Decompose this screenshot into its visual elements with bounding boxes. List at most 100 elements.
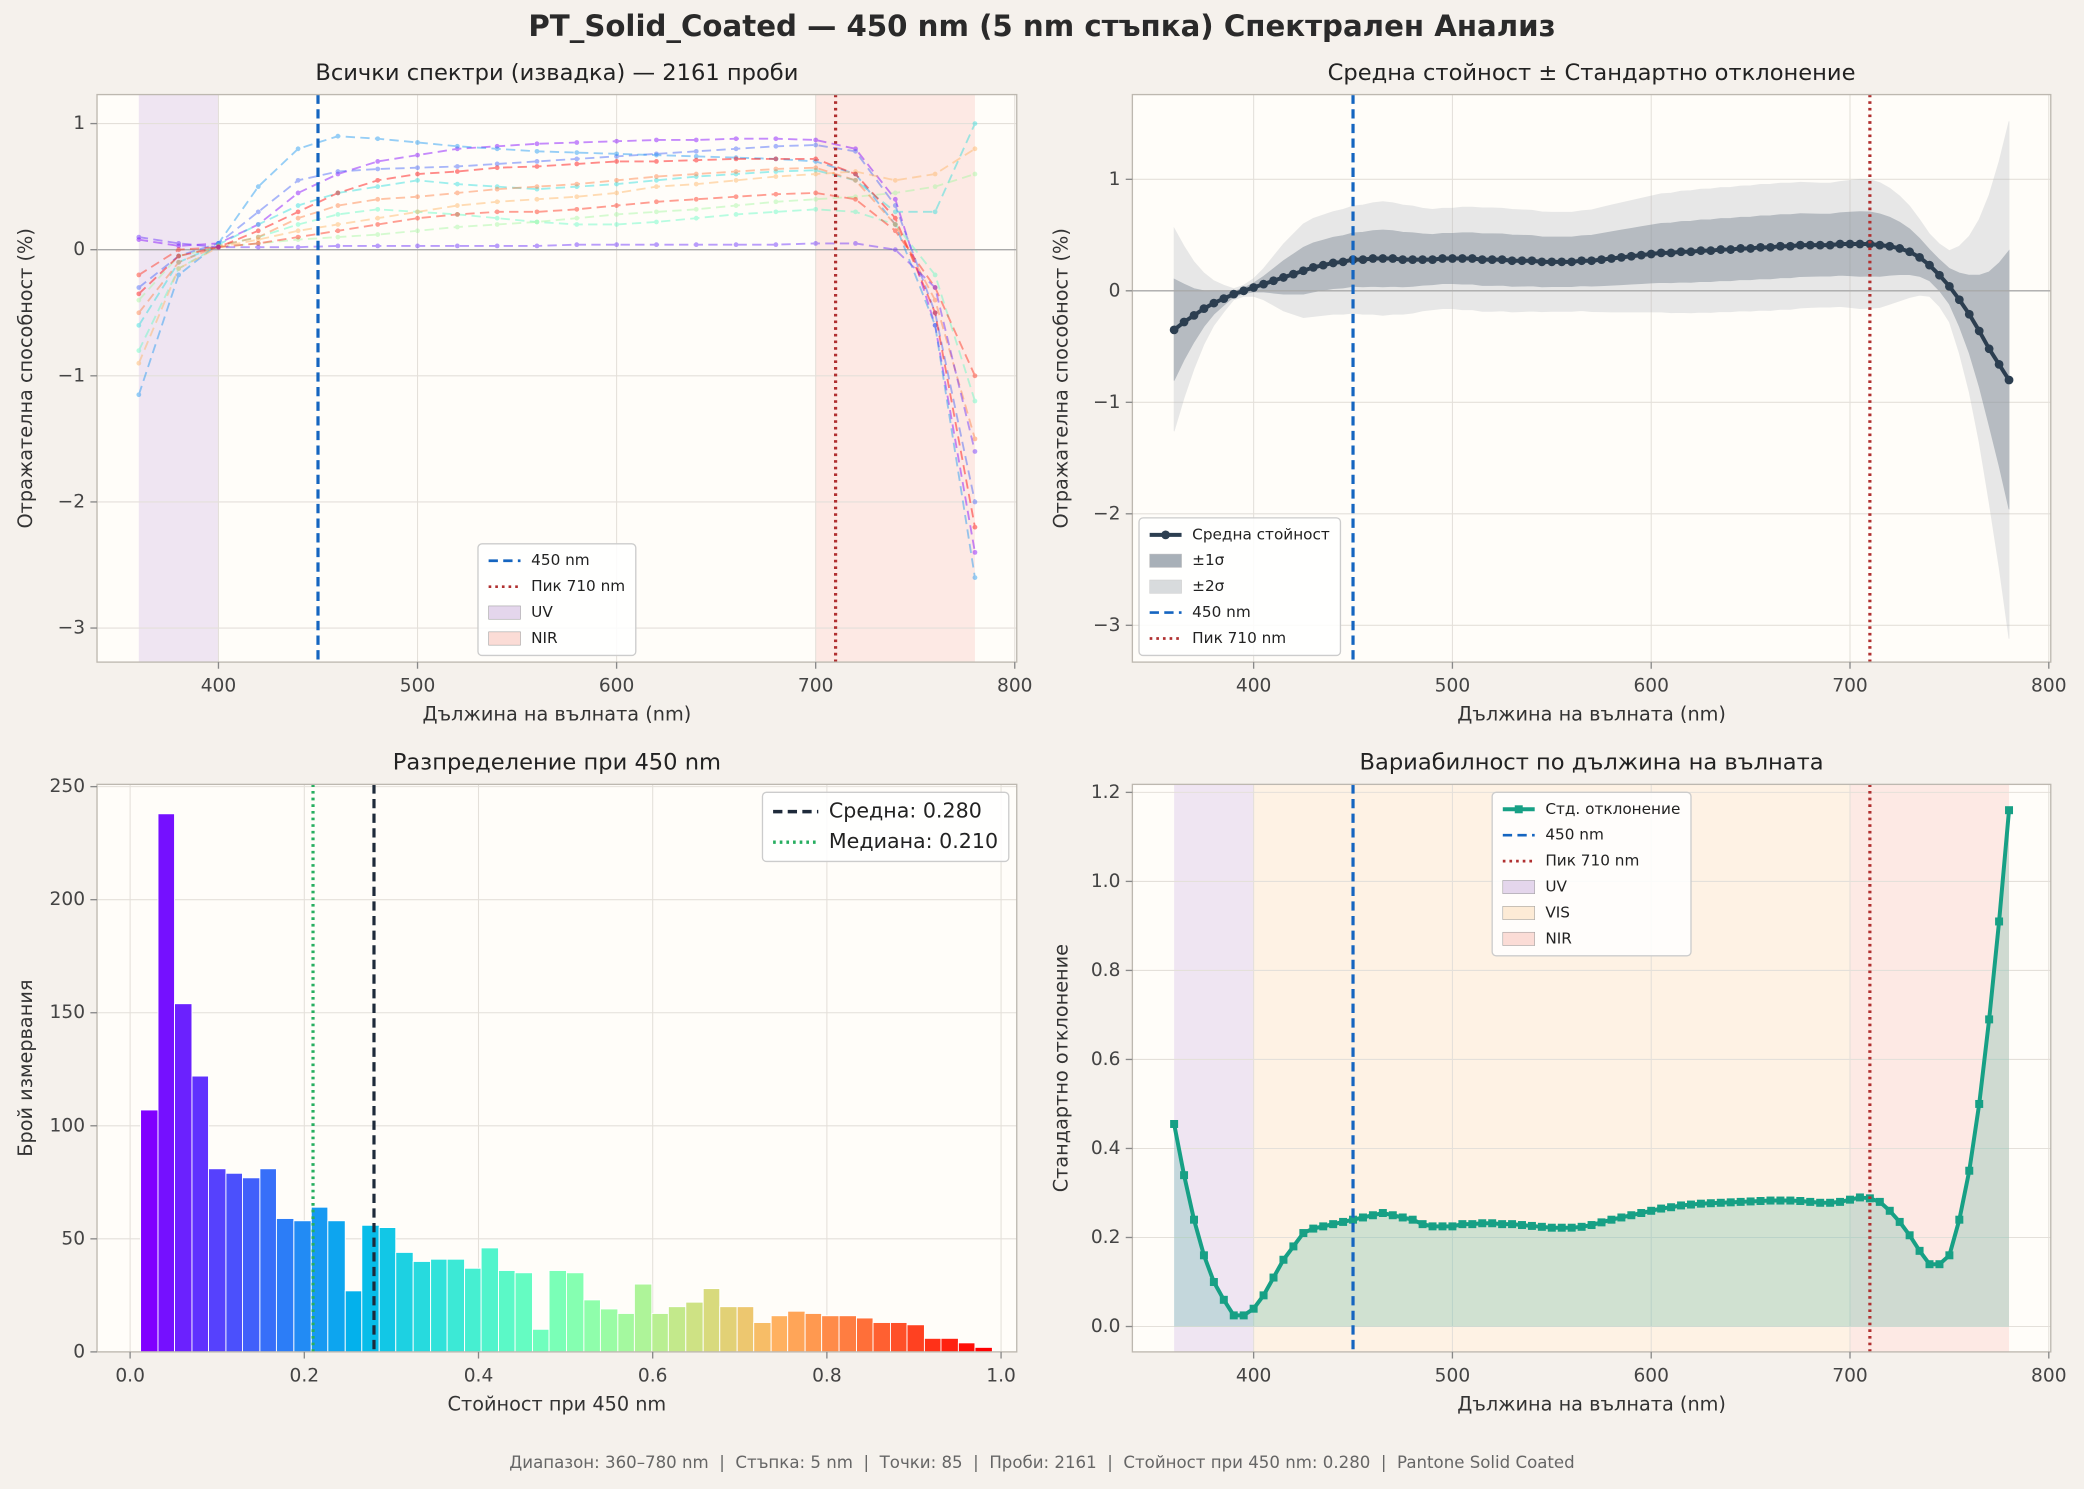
marker (733, 146, 739, 152)
histogram-bar (532, 1328, 550, 1353)
marker (892, 222, 898, 227)
marker (136, 392, 142, 398)
marker (1636, 250, 1646, 260)
marker (454, 164, 460, 169)
marker (773, 143, 779, 149)
marker (574, 156, 580, 162)
marker (733, 242, 739, 248)
marker (932, 171, 938, 177)
x-tick-label: 0.6 (638, 1365, 668, 1386)
marker (1169, 325, 1179, 335)
marker (534, 186, 540, 192)
marker (1825, 240, 1835, 250)
marker (932, 322, 938, 328)
series-line (138, 166, 976, 440)
marker (176, 272, 182, 278)
marker (1189, 310, 1199, 320)
marker (176, 247, 182, 253)
marker (136, 285, 142, 290)
histogram-bar (174, 1003, 193, 1353)
marker (415, 165, 420, 171)
marker (972, 398, 978, 404)
marker (1289, 269, 1298, 279)
histogram-bar (736, 1306, 755, 1353)
marker (1597, 255, 1606, 264)
marker (733, 177, 739, 183)
panel-title: Вариабилност по дължина на вълната (1360, 750, 1824, 776)
marker (693, 196, 699, 202)
marker (136, 237, 142, 243)
legend-box (1491, 791, 1692, 957)
marker (1368, 1211, 1377, 1220)
x-axis-label: Дължина на вълната (nm) (1457, 1393, 1726, 1416)
histogram-bar (327, 1220, 346, 1353)
histogram-bar (498, 1270, 516, 1353)
marker (335, 222, 341, 227)
marker (1835, 239, 1845, 249)
marker (1984, 344, 1994, 354)
x-tick-label: 700 (798, 676, 833, 697)
marker (494, 243, 500, 249)
marker (216, 241, 221, 246)
marker (1229, 1311, 1238, 1320)
marker (773, 136, 779, 142)
marker (136, 322, 142, 328)
marker (932, 310, 938, 316)
marker (1448, 254, 1457, 263)
marker (335, 190, 341, 196)
figure-title: PT_Solid_Coated — 450 nm (5 nm стъпка) С… (528, 9, 1555, 43)
marker (255, 244, 261, 250)
marker (614, 138, 619, 144)
panel-title: Средна стойност ± Стандартно отклонение (1328, 60, 1856, 86)
marker (1885, 1206, 1894, 1215)
sigma-band (1173, 121, 2010, 639)
y-tick-label: −1 (58, 365, 85, 386)
marker (534, 141, 540, 147)
marker (1597, 1218, 1606, 1227)
series (136, 165, 978, 442)
marker (813, 167, 819, 173)
marker (136, 272, 142, 278)
marker (454, 203, 460, 208)
y-tick-label: 1 (73, 113, 85, 134)
marker (1935, 1260, 1944, 1269)
marker (1716, 245, 1726, 254)
marker (1607, 1215, 1616, 1224)
marker (1945, 1251, 1954, 1260)
marker (693, 181, 699, 187)
x-tick-label: 600 (1633, 1365, 1669, 1386)
marker (1786, 1196, 1795, 1205)
histogram-bar (361, 1224, 380, 1353)
marker (454, 169, 460, 174)
marker (1388, 1211, 1397, 1220)
y-tick-label: 0.2 (1091, 1227, 1121, 1248)
marker (375, 159, 381, 164)
marker (176, 259, 182, 265)
marker (813, 206, 819, 212)
region-span (1174, 784, 1254, 1352)
marker (1527, 1221, 1536, 1230)
marker (1308, 263, 1318, 272)
y-axis-label: Отражателна способност (%) (1049, 228, 1072, 528)
marker (1925, 260, 1934, 270)
histogram-bar (651, 1312, 669, 1353)
marker (1677, 1201, 1686, 1210)
axes-frame (1131, 783, 2052, 1353)
marker (255, 222, 261, 227)
marker (654, 209, 659, 215)
marker (415, 209, 420, 215)
marker (1547, 1223, 1556, 1232)
marker (1845, 239, 1855, 249)
marker (375, 184, 381, 190)
marker (1577, 256, 1587, 266)
marker (454, 190, 460, 196)
y-tick-label: −1 (1093, 392, 1120, 413)
marker (494, 199, 500, 205)
marker (1378, 1209, 1387, 1218)
marker (216, 244, 221, 250)
marker (574, 206, 580, 212)
sigma-band (1173, 211, 2010, 510)
marker (733, 156, 739, 162)
marker (1209, 1278, 1218, 1286)
marker (654, 242, 659, 248)
